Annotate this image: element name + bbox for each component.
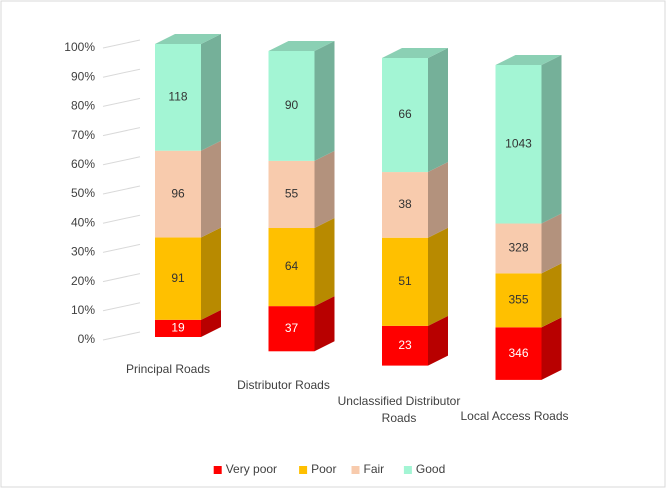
grid-line	[102, 68, 141, 78]
data-label: 51	[398, 274, 412, 288]
bar-side	[541, 55, 562, 224]
bar-side	[314, 41, 335, 161]
y-tick-label: 60%	[71, 157, 95, 171]
data-label: 1043	[505, 136, 532, 150]
data-label: 118	[168, 90, 187, 104]
legend-label: Good	[416, 462, 445, 476]
bar-side	[201, 34, 221, 151]
bar-side	[314, 150, 335, 229]
bar-side	[314, 218, 335, 307]
y-tick-label: 90%	[71, 69, 95, 83]
data-label: 91	[171, 271, 185, 285]
grid-line	[102, 214, 141, 224]
bar-side	[314, 296, 335, 352]
data-label: 64	[285, 259, 299, 273]
data-label: 66	[398, 107, 412, 121]
grid-line	[102, 97, 141, 107]
bar	[495, 327, 542, 380]
legend-label: Fair	[364, 462, 385, 476]
bar-side	[541, 213, 562, 274]
grid-line	[102, 156, 141, 166]
bar	[268, 306, 315, 352]
bar-top	[495, 55, 562, 65]
bar	[268, 51, 315, 161]
grid-line	[102, 127, 141, 137]
bar	[155, 319, 201, 337]
y-tick-label: 10%	[71, 303, 95, 317]
legend-swatch	[299, 466, 308, 474]
y-tick-label: 80%	[71, 99, 95, 113]
data-label: 96	[171, 186, 185, 200]
legend-swatch	[351, 466, 360, 474]
legend-label: Very poor	[226, 462, 277, 476]
bar	[495, 65, 542, 224]
bar	[155, 150, 201, 238]
bar	[382, 237, 428, 326]
bar	[155, 44, 201, 151]
data-label: 55	[285, 187, 299, 201]
bar-side	[428, 48, 448, 173]
bar	[382, 325, 428, 366]
y-tick-label: 20%	[71, 274, 95, 288]
bar	[495, 223, 542, 274]
bar	[155, 237, 201, 320]
bar-side	[428, 315, 448, 366]
bar-top	[155, 34, 221, 44]
data-label: 90	[285, 98, 299, 112]
x-tick-label: Distributor Roads	[237, 377, 330, 392]
data-label: 23	[398, 338, 412, 352]
grid-line	[102, 243, 141, 253]
data-label: 38	[398, 197, 412, 211]
grid-line	[102, 331, 141, 341]
x-tick-label: Unclassified Distributor Roads	[337, 393, 461, 425]
bar	[495, 273, 542, 328]
bar-top	[268, 41, 335, 51]
bar	[382, 58, 428, 173]
bar	[382, 172, 428, 238]
bar-side	[541, 317, 562, 380]
data-label: 346	[508, 346, 528, 360]
legend-swatch	[403, 466, 412, 474]
x-tick-label: Principal Roads	[125, 362, 211, 376]
x-tick-label: Local Access Roads	[460, 409, 569, 424]
data-label: 19	[171, 321, 185, 335]
y-tick-label: 70%	[71, 128, 95, 142]
grid-line	[102, 185, 141, 195]
bar-side	[428, 162, 448, 238]
legend-label: Poor	[311, 462, 336, 476]
bar-side	[201, 309, 221, 337]
grid-line	[102, 302, 141, 312]
bar	[268, 160, 315, 229]
bar-side	[428, 227, 448, 326]
y-tick-label: 100%	[64, 40, 95, 54]
bar-side	[201, 227, 221, 320]
data-label: 355	[508, 293, 528, 307]
legend-swatch	[213, 466, 222, 474]
bar-side	[201, 140, 221, 238]
grid-line	[102, 39, 141, 49]
bar-side	[541, 263, 562, 328]
data-label: 328	[508, 241, 528, 255]
bar	[268, 228, 315, 307]
data-label: 37	[285, 321, 299, 335]
y-tick-label: 0%	[78, 332, 96, 346]
y-tick-label: 40%	[71, 215, 95, 229]
grid-line	[102, 273, 141, 283]
bar-top	[382, 48, 448, 58]
y-tick-label: 50%	[71, 186, 95, 200]
y-tick-label: 30%	[71, 245, 95, 259]
